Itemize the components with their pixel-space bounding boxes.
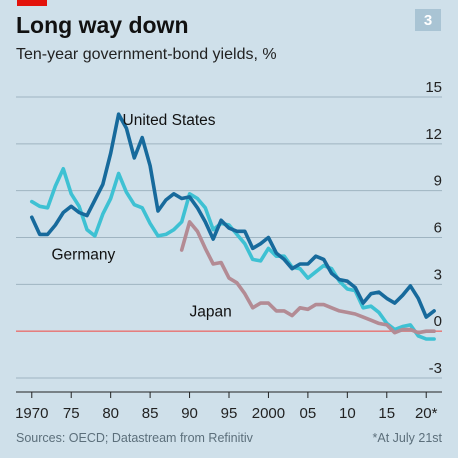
x-tick-label: 20* xyxy=(415,405,438,422)
brand-red-tab xyxy=(17,0,47,6)
footnote: *At July 21st xyxy=(372,431,442,445)
y-tick-label: 0 xyxy=(434,313,442,330)
chart-subtitle: Ten-year government-bond yields, % xyxy=(16,46,277,63)
y-tick-label: 12 xyxy=(425,126,442,143)
x-tick-label: 2000 xyxy=(252,405,285,422)
x-tick-label: 1970 xyxy=(15,405,48,422)
chart-title: Long way down xyxy=(16,12,189,38)
series-line-japan xyxy=(179,220,436,335)
chart-number-badge: 3 xyxy=(415,9,441,31)
x-tick-label: 80 xyxy=(102,405,119,422)
y-tick-label: -3 xyxy=(429,360,442,377)
series-label: United States xyxy=(123,112,216,129)
x-tick-label: 05 xyxy=(300,405,317,422)
x-tick-label: 95 xyxy=(221,405,238,422)
x-tick-label: 10 xyxy=(339,405,356,422)
y-tick-label: 9 xyxy=(434,173,442,190)
x-tick-label: 75 xyxy=(63,405,80,422)
series-label: Japan xyxy=(190,303,232,320)
x-tick-label: 15 xyxy=(378,405,395,422)
x-tick-label: 90 xyxy=(181,405,198,422)
series-label: Germany xyxy=(52,246,116,263)
series-line-united-states xyxy=(30,112,436,319)
y-tick-label: 6 xyxy=(434,220,442,237)
y-tick-label: 15 xyxy=(425,79,442,96)
source-note: Sources: OECD; Datastream from Refinitiv xyxy=(16,431,253,445)
x-tick-label: 85 xyxy=(142,405,159,422)
y-tick-label: 3 xyxy=(434,266,442,283)
